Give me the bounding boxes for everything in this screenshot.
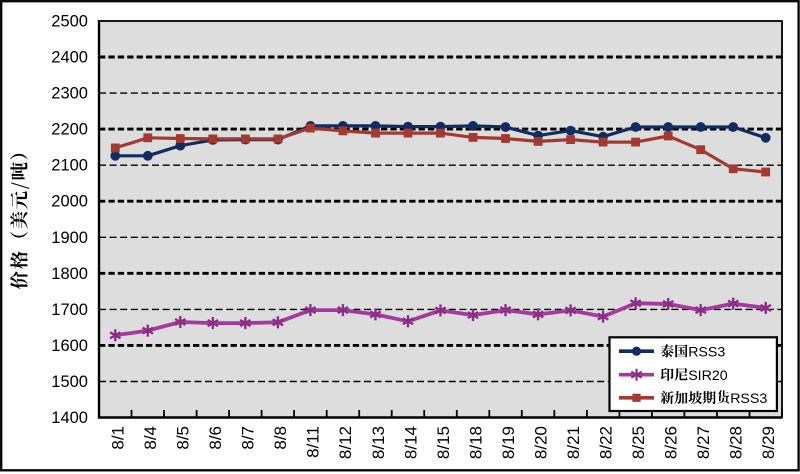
svg-text:RSS3: RSS3 bbox=[688, 345, 725, 361]
svg-text:1800: 1800 bbox=[51, 265, 88, 283]
svg-text:8/20: 8/20 bbox=[531, 426, 550, 459]
svg-text:8/14: 8/14 bbox=[401, 426, 420, 459]
svg-text:8/15: 8/15 bbox=[434, 426, 453, 459]
svg-text:8/7: 8/7 bbox=[239, 426, 258, 450]
svg-text:1500: 1500 bbox=[51, 373, 88, 391]
svg-text:2200: 2200 bbox=[51, 121, 88, 139]
svg-text:2000: 2000 bbox=[51, 193, 88, 211]
svg-text:1900: 1900 bbox=[51, 229, 88, 247]
svg-text:8/11: 8/11 bbox=[304, 426, 323, 458]
svg-text:8/21: 8/21 bbox=[564, 426, 583, 459]
svg-text:SIR20: SIR20 bbox=[688, 368, 728, 384]
svg-text:8/12: 8/12 bbox=[336, 426, 355, 459]
svg-text:1600: 1600 bbox=[51, 337, 88, 355]
svg-text:2500: 2500 bbox=[51, 13, 88, 31]
svg-text:8/6: 8/6 bbox=[206, 426, 225, 450]
svg-text:8/22: 8/22 bbox=[596, 426, 615, 459]
svg-text:8/26: 8/26 bbox=[662, 426, 681, 459]
svg-text:8/19: 8/19 bbox=[499, 426, 518, 459]
svg-text:8/29: 8/29 bbox=[759, 426, 778, 459]
svg-text:8/25: 8/25 bbox=[629, 426, 648, 459]
svg-text:2400: 2400 bbox=[51, 49, 88, 67]
svg-text:8/13: 8/13 bbox=[369, 426, 388, 459]
svg-text:8/18: 8/18 bbox=[466, 426, 485, 459]
svg-text:1700: 1700 bbox=[51, 301, 88, 319]
svg-text:8/5: 8/5 bbox=[174, 426, 193, 450]
svg-text:2300: 2300 bbox=[51, 85, 88, 103]
svg-text:8/4: 8/4 bbox=[141, 426, 160, 450]
svg-text:RSS3: RSS3 bbox=[730, 391, 767, 407]
svg-text:8/27: 8/27 bbox=[694, 426, 713, 459]
svg-text:8/1: 8/1 bbox=[109, 426, 128, 450]
svg-text:1400: 1400 bbox=[51, 409, 88, 427]
svg-text:2100: 2100 bbox=[51, 157, 88, 175]
svg-text:8/28: 8/28 bbox=[727, 426, 746, 459]
svg-text:8/8: 8/8 bbox=[271, 426, 290, 450]
